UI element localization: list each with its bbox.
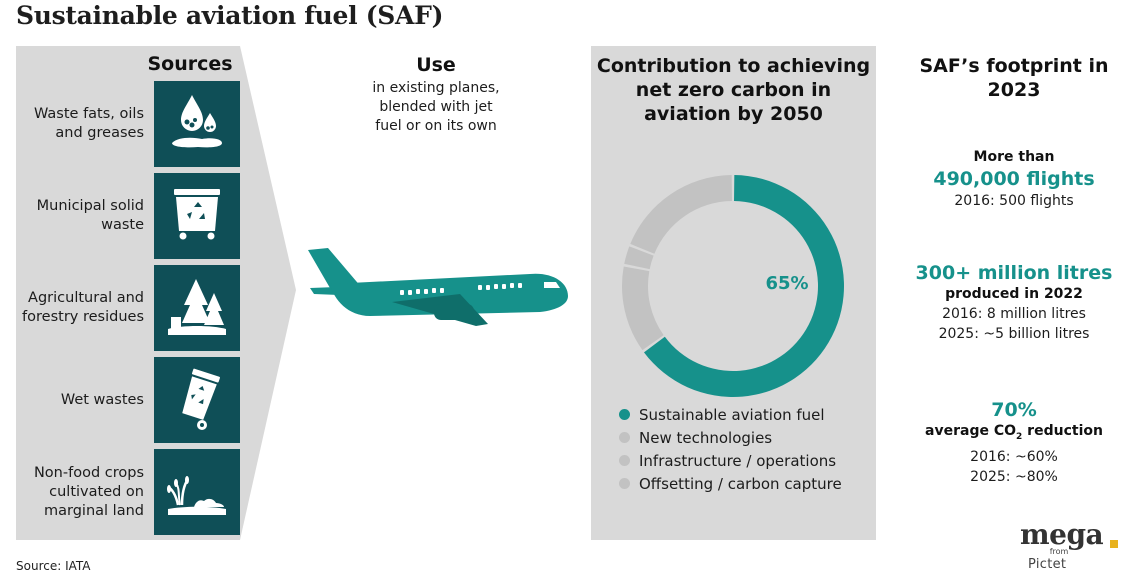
donut-slice-1: [622, 266, 664, 351]
logo-dot: [1110, 540, 1118, 548]
co2-label-post: reduction: [1022, 423, 1103, 439]
legend-item-0: Sustainable aviation fuel: [619, 403, 842, 426]
stat-litres-value: 300+ million litres: [915, 262, 1113, 284]
legend-dot-icon: [619, 409, 630, 420]
stat-co2-2025: 2025: ~80%: [970, 468, 1058, 485]
legend-item-3: Offsetting / carbon capture: [619, 472, 842, 495]
page-title: Sustainable aviation fuel (SAF): [16, 1, 444, 30]
source-item-crops: Non-food crops cultivated on marginal la…: [18, 449, 240, 535]
logo-pictet: Pictet: [1028, 557, 1067, 572]
co2-label-sub: 2: [1016, 431, 1023, 442]
stat-litres-2016: 2016: 8 million litres: [942, 306, 1086, 322]
legend-label: Infrastructure / operations: [639, 451, 837, 470]
legend-dot-icon: [619, 432, 630, 443]
stat-flights-compare: 2016: 500 flights: [954, 193, 1074, 209]
source-item-agricultural: Agricultural and forestry residues: [18, 265, 240, 351]
source-label: Wet wastes: [60, 391, 144, 408]
donut-slice-2: [624, 246, 654, 270]
stat-co2: 70% average CO2 reduction 2016: ~60% 202…: [906, 398, 1122, 487]
co2-label-pre: average CO: [925, 423, 1017, 439]
use-block: Use in existing planes, blended with jet…: [368, 54, 504, 136]
airplane-icon: [308, 248, 568, 326]
chart-legend: Sustainable aviation fuel New technologie…: [619, 403, 842, 495]
legend-label: Offsetting / carbon capture: [639, 474, 842, 493]
stat-flights: More than 490,000 flights 2016: 500 flig…: [906, 148, 1122, 211]
crops-icon: [154, 449, 240, 535]
legend-dot-icon: [619, 478, 630, 489]
oil-drops-icon: [154, 81, 240, 167]
source-note: Source: IATA: [16, 559, 91, 573]
stat-co2-label: average CO2 reduction: [906, 422, 1122, 447]
donut-slice-3: [630, 175, 732, 254]
chart-panel: Contribution to achieving net zero carbo…: [591, 46, 876, 540]
legend-item-2: Infrastructure / operations: [619, 449, 842, 472]
legend-item-1: New technologies: [619, 426, 842, 449]
legend-dot-icon: [619, 455, 630, 466]
legend-label: Sustainable aviation fuel: [639, 405, 825, 424]
use-heading: Use: [416, 54, 456, 76]
stat-litres: 300+ million litres produced in 2022 201…: [906, 261, 1122, 344]
source-label: Agricultural and forestry residues: [22, 290, 144, 325]
mega-pictet-logo: mega from Pictet: [1018, 518, 1124, 578]
trees-stumps-icon: [154, 265, 240, 351]
logo-from: from: [1049, 547, 1069, 556]
stat-co2-value: 70%: [991, 399, 1037, 421]
source-item-municipal: Municipal solid waste: [18, 173, 240, 259]
stat-flights-value: 490,000 flights: [933, 168, 1095, 190]
use-description: in existing planes, blended with jet fue…: [372, 80, 500, 134]
sources-heading: Sources: [147, 53, 233, 75]
stat-litres-subtitle: produced in 2022: [945, 286, 1083, 302]
source-label: Municipal solid waste: [36, 198, 144, 233]
source-item-wet: Wet wastes: [18, 357, 240, 443]
recycling-dumpster-icon: [154, 173, 240, 259]
logo-mega: mega: [1020, 518, 1104, 551]
recycling-bin-icon: [154, 357, 240, 443]
source-label: Waste fats, oils and greases: [34, 106, 144, 141]
source-item-fats: Waste fats, oils and greases: [18, 81, 240, 167]
donut-chart: 65%: [622, 175, 844, 397]
stat-co2-2016: 2016: ~60%: [970, 448, 1058, 465]
donut-center-label: 65%: [765, 273, 808, 294]
footprint-heading: SAF’s footprint in 2023: [919, 55, 1109, 101]
stat-flights-prefix: More than: [973, 149, 1055, 165]
legend-label: New technologies: [639, 428, 773, 447]
source-label: Non-food crops cultivated on marginal la…: [33, 464, 144, 519]
chart-title: Contribution to achieving net zero carbo…: [596, 55, 871, 125]
stat-litres-2025: 2025: ~5 billion litres: [938, 326, 1090, 342]
